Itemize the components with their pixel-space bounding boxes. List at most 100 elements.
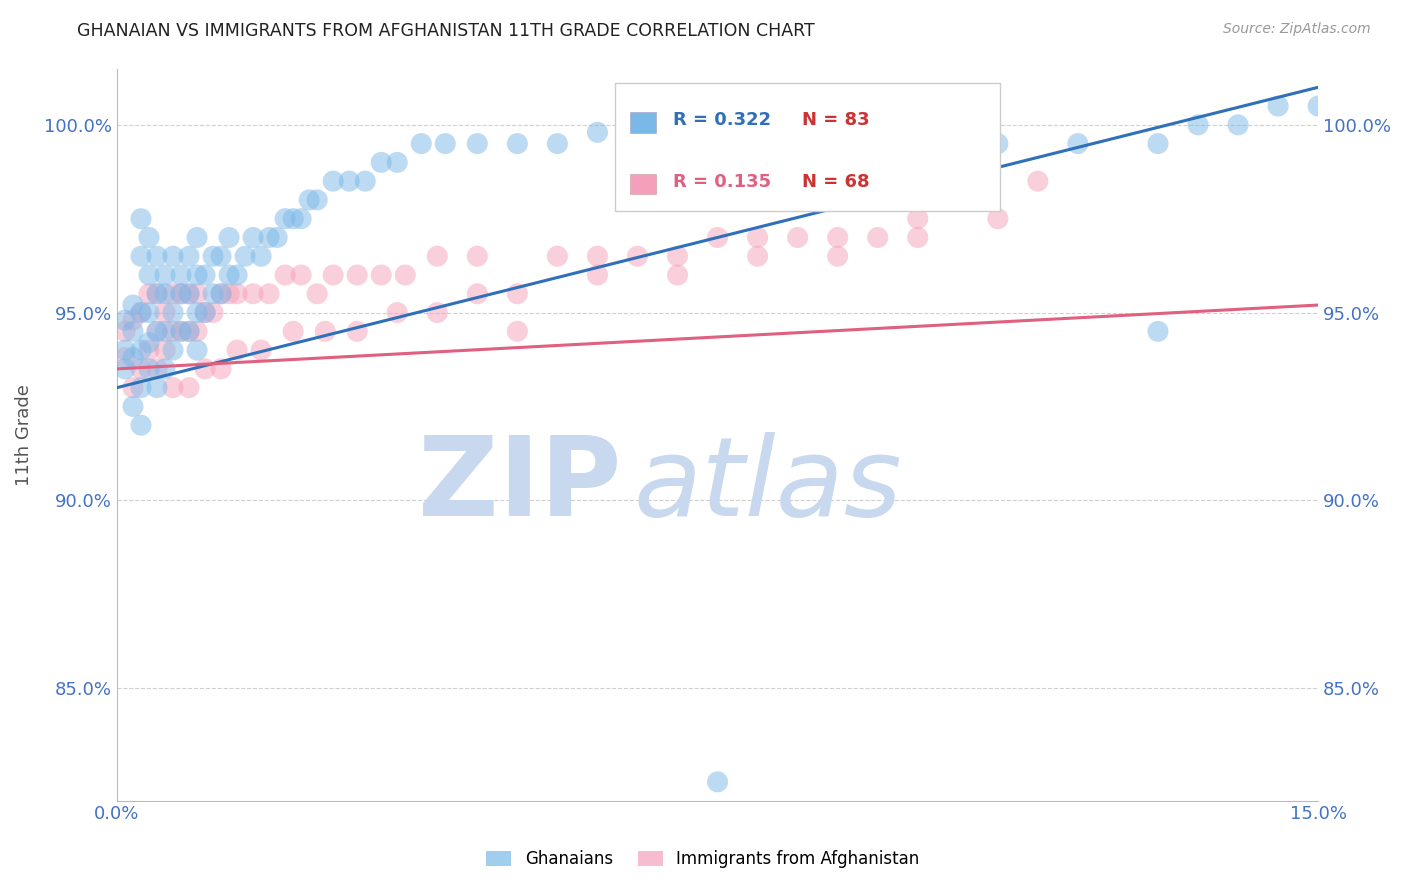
Point: [786, 230, 808, 244]
Point: [907, 211, 929, 226]
Point: [626, 125, 648, 139]
Point: [387, 155, 409, 169]
Point: [298, 193, 321, 207]
FancyBboxPatch shape: [630, 112, 657, 133]
Point: [170, 286, 193, 301]
Text: ZIP: ZIP: [418, 433, 621, 540]
Text: N = 83: N = 83: [801, 112, 869, 129]
Point: [346, 324, 368, 338]
Point: [987, 136, 1010, 151]
Point: [506, 136, 529, 151]
Point: [370, 155, 392, 169]
Point: [153, 362, 176, 376]
Point: [387, 305, 409, 319]
Point: [907, 230, 929, 244]
Point: [202, 305, 225, 319]
Point: [129, 381, 152, 395]
Point: [666, 249, 689, 263]
Point: [209, 286, 232, 301]
Text: GHANAIAN VS IMMIGRANTS FROM AFGHANISTAN 11TH GRADE CORRELATION CHART: GHANAIAN VS IMMIGRANTS FROM AFGHANISTAN …: [77, 22, 815, 40]
Point: [465, 286, 488, 301]
Point: [666, 118, 689, 132]
Point: [1067, 136, 1090, 151]
Point: [209, 362, 232, 376]
Point: [218, 230, 240, 244]
Point: [827, 230, 849, 244]
Point: [434, 136, 457, 151]
Point: [250, 249, 273, 263]
Point: [122, 400, 145, 414]
Point: [465, 136, 488, 151]
Point: [146, 286, 169, 301]
Point: [194, 305, 217, 319]
Point: [114, 351, 136, 365]
Point: [747, 249, 769, 263]
Point: [186, 286, 208, 301]
Point: [138, 305, 160, 319]
Point: [177, 324, 200, 338]
Point: [987, 211, 1010, 226]
Text: N = 68: N = 68: [801, 173, 869, 191]
Point: [426, 249, 449, 263]
Text: Source: ZipAtlas.com: Source: ZipAtlas.com: [1223, 22, 1371, 37]
Point: [706, 230, 728, 244]
Point: [177, 286, 200, 301]
Y-axis label: 11th Grade: 11th Grade: [15, 384, 32, 485]
Point: [1308, 99, 1330, 113]
Point: [322, 268, 344, 282]
Point: [1187, 118, 1209, 132]
Point: [1147, 136, 1170, 151]
Point: [314, 324, 336, 338]
Point: [586, 249, 609, 263]
Point: [162, 249, 184, 263]
Point: [257, 286, 280, 301]
Point: [129, 305, 152, 319]
Point: [747, 118, 769, 132]
Point: [546, 249, 568, 263]
Point: [162, 381, 184, 395]
Point: [1267, 99, 1289, 113]
Point: [194, 305, 217, 319]
Point: [153, 305, 176, 319]
Point: [266, 230, 288, 244]
Point: [226, 286, 249, 301]
Point: [122, 324, 145, 338]
Point: [506, 286, 529, 301]
Point: [866, 230, 889, 244]
Point: [177, 286, 200, 301]
Point: [114, 343, 136, 357]
Point: [346, 268, 368, 282]
Point: [226, 343, 249, 357]
Point: [290, 211, 312, 226]
Point: [747, 230, 769, 244]
FancyBboxPatch shape: [630, 174, 657, 194]
Point: [162, 343, 184, 357]
Point: [170, 324, 193, 338]
FancyBboxPatch shape: [616, 83, 1000, 211]
Point: [411, 136, 433, 151]
Point: [129, 418, 152, 433]
Point: [153, 268, 176, 282]
Point: [146, 381, 169, 395]
Point: [153, 286, 176, 301]
Point: [546, 136, 568, 151]
Point: [209, 249, 232, 263]
Point: [666, 268, 689, 282]
Point: [170, 324, 193, 338]
Point: [146, 249, 169, 263]
Point: [186, 305, 208, 319]
Point: [194, 268, 217, 282]
Point: [129, 249, 152, 263]
Point: [122, 351, 145, 365]
Point: [626, 249, 648, 263]
Point: [202, 286, 225, 301]
Point: [322, 174, 344, 188]
Point: [1147, 324, 1170, 338]
Point: [426, 305, 449, 319]
Point: [465, 249, 488, 263]
Point: [827, 249, 849, 263]
Point: [170, 268, 193, 282]
Point: [394, 268, 416, 282]
Point: [153, 324, 176, 338]
Point: [129, 211, 152, 226]
